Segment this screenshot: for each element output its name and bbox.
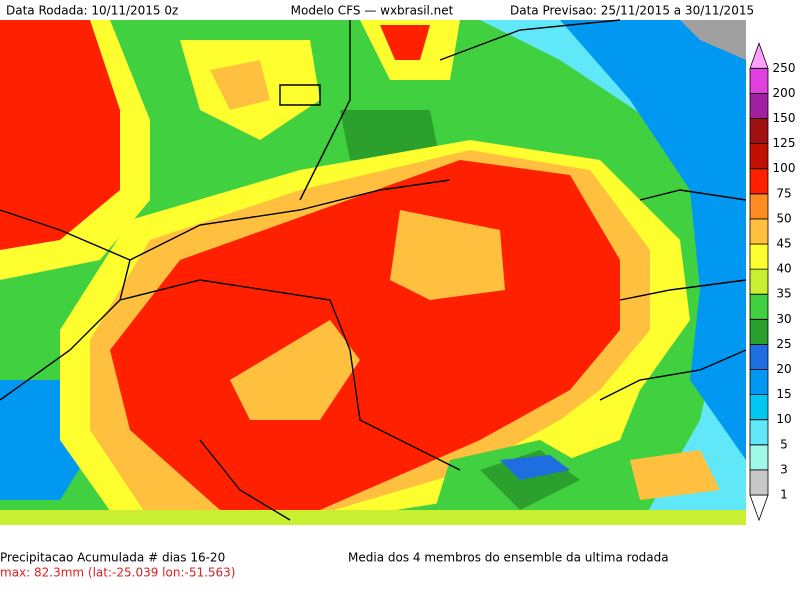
colorbar-segment: [749, 419, 769, 446]
colorbar-label: 25: [776, 337, 791, 351]
colorbar-label: 100: [773, 161, 796, 175]
colorbar-label: 250: [773, 61, 796, 75]
colorbar-label: 20: [776, 362, 791, 376]
colorbar-segment: [749, 168, 769, 195]
colorbar-segment: [749, 343, 769, 370]
colorbar-label: 15: [776, 387, 791, 401]
colorbar-segment: [749, 243, 769, 270]
colorbar-segment: [749, 93, 769, 119]
colorbar-label: 150: [773, 111, 796, 125]
colorbar-label: 45: [776, 237, 791, 251]
map: [0, 19, 747, 525]
colorbar-label: 125: [773, 136, 796, 150]
footer-title: Precipitacao Acumulada # dias 16-20: [0, 551, 225, 565]
colorbar-segment: [749, 494, 769, 522]
colorbar-label: 35: [776, 287, 791, 301]
colorbar-segment: [749, 143, 769, 170]
colorbar-segment: [749, 118, 769, 145]
colorbar-segment: [749, 444, 769, 471]
colorbar-label: 200: [773, 86, 796, 100]
colorbar-label: 75: [776, 186, 791, 200]
colorbar-label: 5: [780, 437, 788, 451]
colorbar-label: 1: [780, 488, 788, 502]
footer-max: max: 82.3mm (lat:-25.039 lon:-51.563): [0, 566, 236, 580]
header-center: Modelo CFS — wxbrasil.net: [291, 4, 454, 18]
colorbar-label: 40: [776, 262, 791, 276]
colorbar-segment: [749, 369, 769, 396]
colorbar-segment: [749, 469, 769, 496]
colorbar-segment: [749, 218, 769, 245]
colorbar-segment: [749, 67, 769, 94]
header-right: Data Previsao: 25/11/2015 a 30/11/2015: [510, 4, 754, 18]
colorbar-label: 30: [776, 312, 791, 326]
header-left: Data Rodada: 10/11/2015 0z: [6, 4, 178, 18]
colorbar-segment: [749, 268, 769, 295]
colorbar-segment: [749, 318, 769, 345]
colorbar-label: 3: [780, 462, 788, 476]
colorbar-segment: [749, 293, 769, 320]
footer-subtitle: Media dos 4 membros do ensemble da ultim…: [348, 551, 669, 565]
colorbar-label: 50: [776, 211, 791, 225]
colorbar-segment: [749, 193, 769, 220]
colorbar-label: 10: [776, 412, 791, 426]
colorbar-segment: [749, 42, 769, 69]
colorbar-segment: [749, 394, 769, 421]
